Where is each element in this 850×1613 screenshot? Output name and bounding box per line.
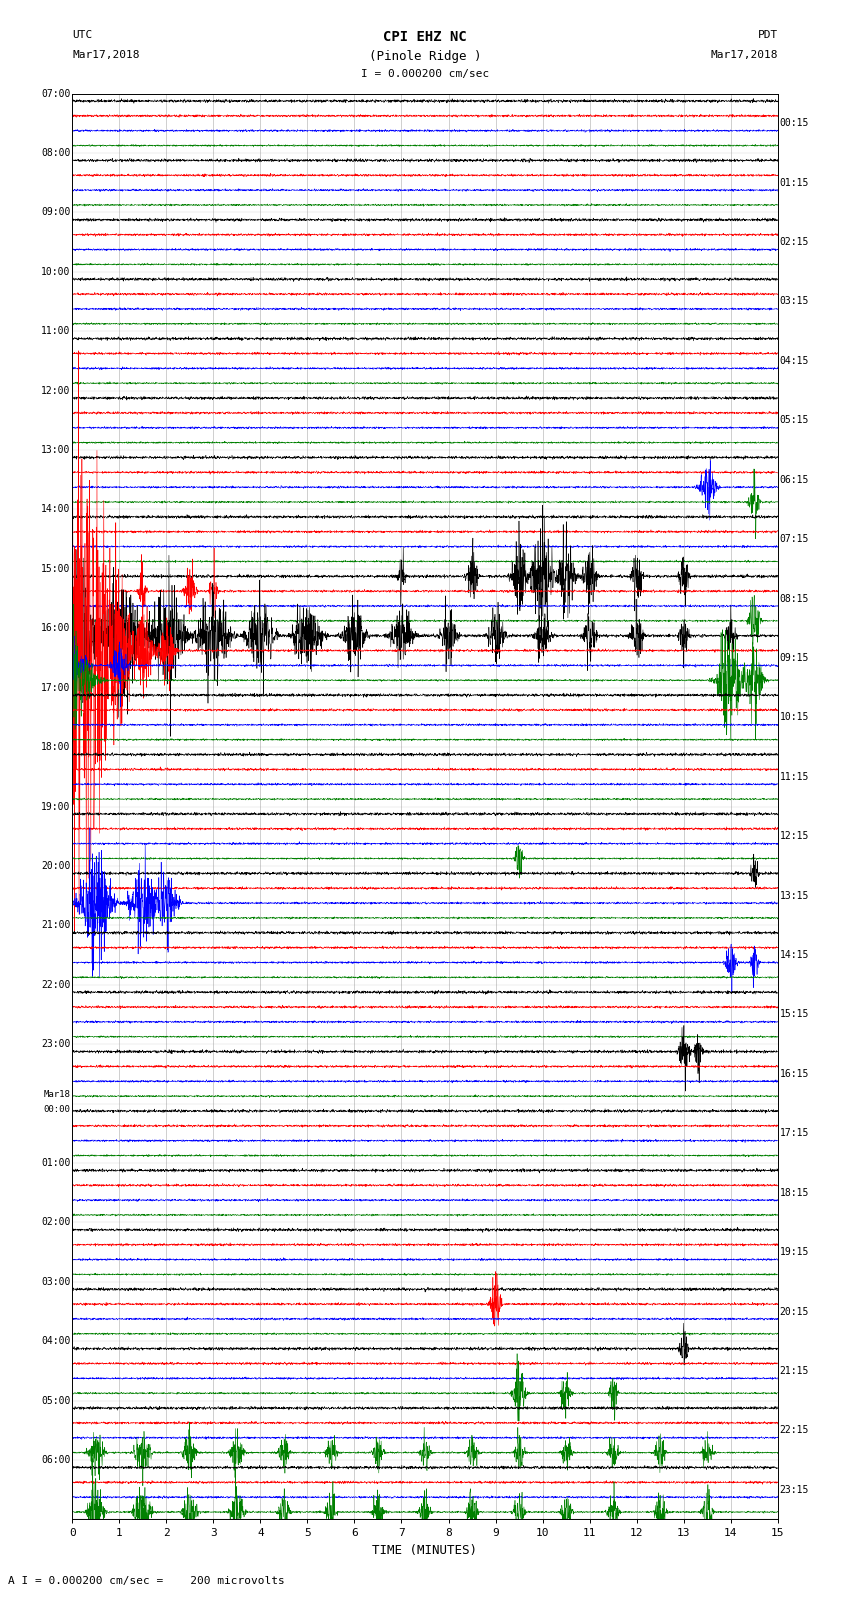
Text: UTC: UTC	[72, 31, 93, 40]
Text: 03:00: 03:00	[41, 1277, 71, 1287]
Text: A I = 0.000200 cm/sec =    200 microvolts: A I = 0.000200 cm/sec = 200 microvolts	[8, 1576, 286, 1586]
Text: 10:00: 10:00	[41, 266, 71, 277]
Text: Mar17,2018: Mar17,2018	[711, 50, 778, 60]
Text: I = 0.000200 cm/sec: I = 0.000200 cm/sec	[361, 69, 489, 79]
Text: 23:15: 23:15	[779, 1484, 809, 1495]
X-axis label: TIME (MINUTES): TIME (MINUTES)	[372, 1544, 478, 1557]
Text: 00:00: 00:00	[43, 1105, 71, 1115]
Text: 10:15: 10:15	[779, 713, 809, 723]
Text: 11:15: 11:15	[779, 771, 809, 782]
Text: Mar17,2018: Mar17,2018	[72, 50, 139, 60]
Text: 07:15: 07:15	[779, 534, 809, 544]
Text: 07:00: 07:00	[41, 89, 71, 98]
Text: 00:15: 00:15	[779, 118, 809, 129]
Text: 17:00: 17:00	[41, 682, 71, 692]
Text: 12:15: 12:15	[779, 831, 809, 842]
Text: (Pinole Ridge ): (Pinole Ridge )	[369, 50, 481, 63]
Text: 21:15: 21:15	[779, 1366, 809, 1376]
Text: 22:00: 22:00	[41, 979, 71, 990]
Text: 13:00: 13:00	[41, 445, 71, 455]
Text: 12:00: 12:00	[41, 386, 71, 395]
Text: 08:15: 08:15	[779, 594, 809, 603]
Text: 16:15: 16:15	[779, 1069, 809, 1079]
Text: 05:00: 05:00	[41, 1395, 71, 1405]
Text: 17:15: 17:15	[779, 1127, 809, 1139]
Text: Mar18: Mar18	[43, 1090, 71, 1098]
Text: 01:00: 01:00	[41, 1158, 71, 1168]
Text: 09:00: 09:00	[41, 208, 71, 218]
Text: 16:00: 16:00	[41, 623, 71, 634]
Text: CPI EHZ NC: CPI EHZ NC	[383, 31, 467, 44]
Text: 05:15: 05:15	[779, 415, 809, 426]
Text: 02:00: 02:00	[41, 1218, 71, 1227]
Text: 14:15: 14:15	[779, 950, 809, 960]
Text: 08:00: 08:00	[41, 148, 71, 158]
Text: 22:15: 22:15	[779, 1426, 809, 1436]
Text: 19:15: 19:15	[779, 1247, 809, 1257]
Text: 23:00: 23:00	[41, 1039, 71, 1048]
Text: 06:00: 06:00	[41, 1455, 71, 1465]
Text: 19:00: 19:00	[41, 802, 71, 811]
Text: 15:00: 15:00	[41, 565, 71, 574]
Text: 20:00: 20:00	[41, 861, 71, 871]
Text: 15:15: 15:15	[779, 1010, 809, 1019]
Text: PDT: PDT	[757, 31, 778, 40]
Text: 14:00: 14:00	[41, 505, 71, 515]
Text: 04:00: 04:00	[41, 1336, 71, 1347]
Text: 11:00: 11:00	[41, 326, 71, 336]
Text: 06:15: 06:15	[779, 474, 809, 486]
Text: 04:15: 04:15	[779, 356, 809, 366]
Text: 18:15: 18:15	[779, 1187, 809, 1198]
Text: 01:15: 01:15	[779, 177, 809, 187]
Text: 03:15: 03:15	[779, 297, 809, 306]
Text: 18:00: 18:00	[41, 742, 71, 752]
Text: 21:00: 21:00	[41, 921, 71, 931]
Text: 09:15: 09:15	[779, 653, 809, 663]
Text: 13:15: 13:15	[779, 890, 809, 900]
Text: 02:15: 02:15	[779, 237, 809, 247]
Text: 20:15: 20:15	[779, 1307, 809, 1316]
